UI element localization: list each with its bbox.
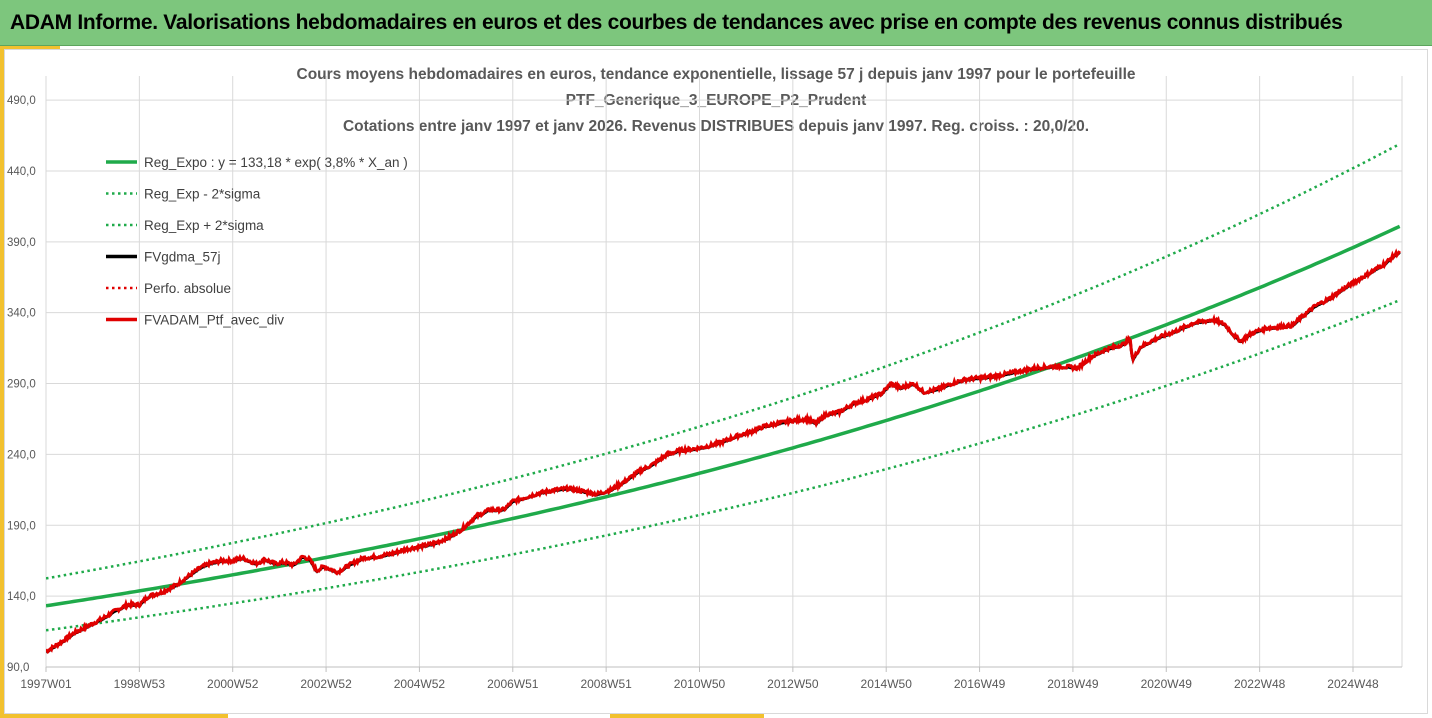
x-tick-label: 2020W49 [1141, 677, 1193, 691]
legend-label: Reg_Exp - 2*sigma [144, 187, 261, 202]
y-tick-label: 340,0 [7, 308, 36, 320]
y-tick-label: 90,0 [7, 662, 29, 674]
x-tick-label: 2004W52 [394, 677, 446, 691]
x-tick-label: 1998W53 [114, 677, 166, 691]
x-tick-label: 2006W51 [487, 677, 539, 691]
x-tick-label: 2008W51 [580, 677, 632, 691]
banner-title: ADAM Informe. Valorisations hebdomadaire… [10, 11, 1343, 34]
chart-title-line-3: Cotations entre janv 1997 et janv 2026. … [342, 118, 1090, 135]
reg-exp-plus-2sigma-line [46, 142, 1401, 580]
y-tick-label: 290,0 [7, 379, 36, 391]
y-tick-label: 440,0 [7, 166, 36, 178]
x-tick-label: 2012W50 [767, 677, 819, 691]
y-tick-label: 140,0 [7, 591, 36, 603]
x-tick-label: 2018W49 [1047, 677, 1099, 691]
reg-expo-line [46, 224, 1401, 608]
x-tick-label: 2014W50 [861, 677, 913, 691]
x-tick-label: 2010W50 [674, 677, 726, 691]
y-tick-label: 490,0 [7, 95, 36, 107]
x-tick-label: 1997W01 [20, 677, 72, 691]
legend-label: FVADAM_Ptf_avec_div [144, 313, 284, 328]
x-tick-label: 2024W48 [1327, 677, 1379, 691]
accent-bar-bottom-left [0, 714, 228, 718]
y-tick-label: 240,0 [7, 449, 36, 461]
x-tick-label: 2002W52 [300, 677, 352, 691]
accent-bar-left [0, 46, 4, 718]
chart-title-line-1: Cours moyens hebdomadaires en euros, ten… [296, 66, 1136, 83]
fvadam-ptf-avec-div-line [46, 248, 1401, 655]
reg-exp-minus-2sigma-line [46, 299, 1401, 632]
legend-label: Reg_Exp + 2*sigma [144, 218, 264, 233]
header-banner: ADAM Informe. Valorisations hebdomadaire… [0, 0, 1432, 46]
x-tick-label: 2022W48 [1234, 677, 1286, 691]
accent-bar-top [0, 46, 60, 49]
legend-label: Reg_Expo : y = 133,18 * exp( 3,8% * X_an… [144, 155, 408, 170]
x-tick-label: 2016W49 [954, 677, 1006, 691]
legend-label: Perfo. absolue [144, 281, 231, 296]
y-tick-label: 390,0 [7, 237, 36, 249]
y-tick-label: 190,0 [7, 520, 36, 532]
chart-area [4, 49, 1428, 714]
x-tick-label: 2000W52 [207, 677, 259, 691]
accent-bar-bottom-mid [610, 714, 764, 718]
legend-label: FVgdma_57j [144, 250, 221, 265]
